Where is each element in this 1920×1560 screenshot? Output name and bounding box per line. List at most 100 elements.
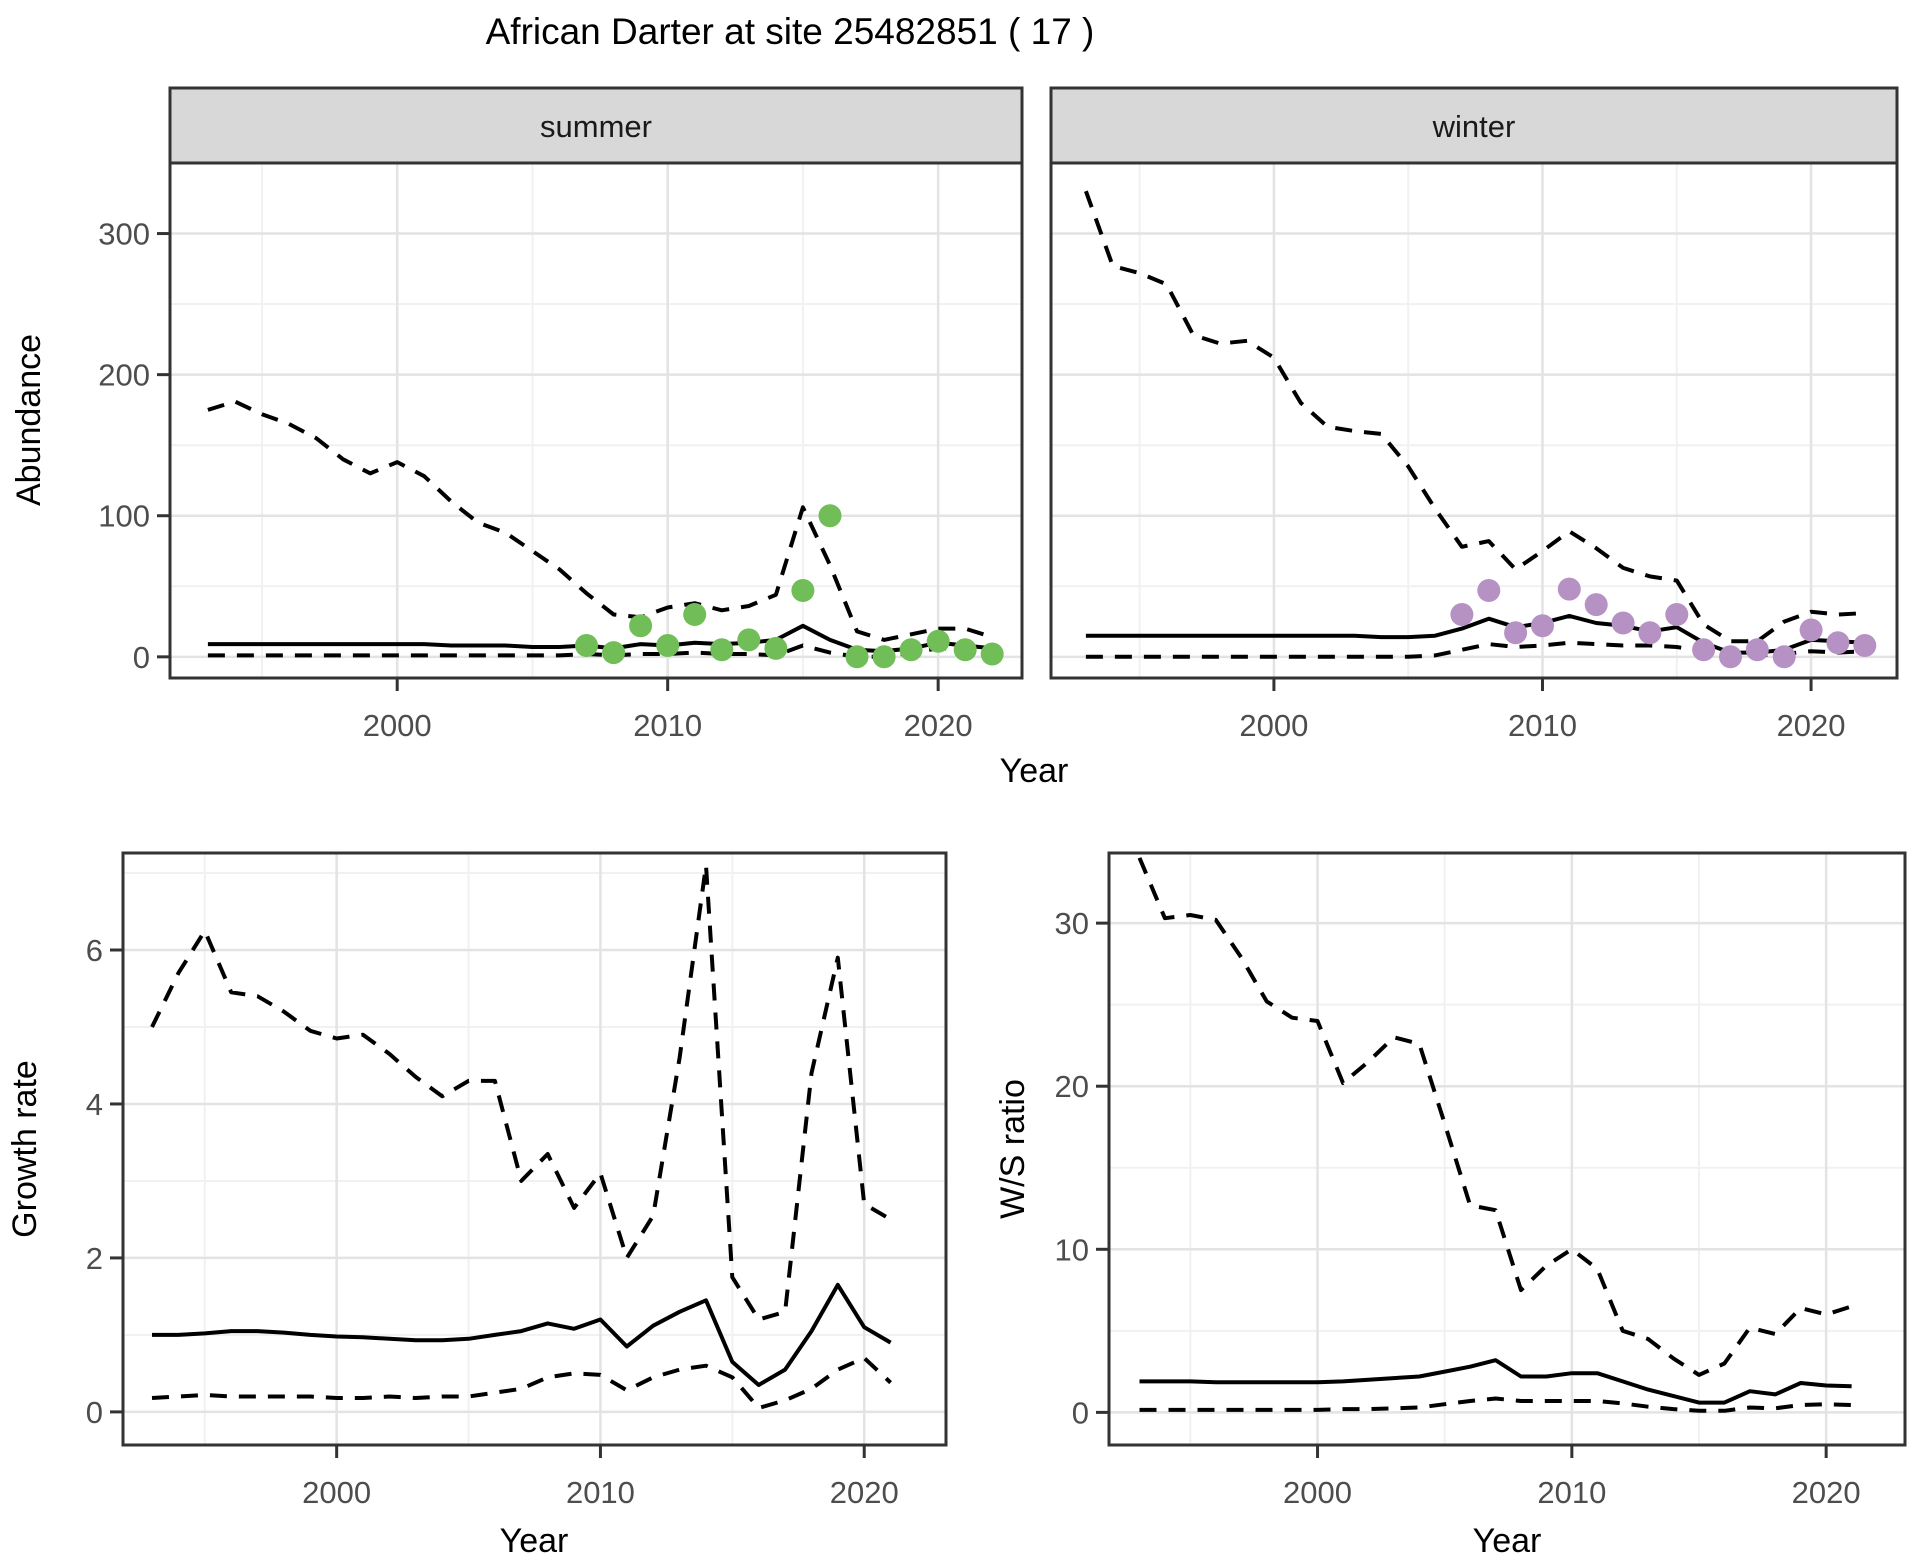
y-tick-label: 0 bbox=[86, 1395, 103, 1430]
observed-point bbox=[872, 645, 896, 669]
chart-text-layer: African Darter at site 25482851 ( 17 ) s… bbox=[6, 11, 1541, 1560]
observed-point bbox=[845, 645, 869, 669]
observed-point bbox=[683, 603, 707, 626]
grid-major bbox=[1109, 853, 1905, 1445]
panel-border bbox=[121, 851, 948, 1447]
x-tick-label: 2010 bbox=[566, 1475, 635, 1510]
abundance-summer-observed-counts bbox=[575, 504, 1004, 669]
observed-point bbox=[1638, 621, 1662, 645]
observed-point bbox=[629, 614, 653, 638]
ws-ratio-panel: 2000 2010 2020 0 10 20 30 bbox=[1055, 851, 1907, 1510]
abundance-winter-observed-counts bbox=[1450, 577, 1877, 669]
grid-minor bbox=[170, 163, 1022, 678]
y-tick-label: 100 bbox=[98, 499, 150, 534]
observed-point bbox=[1665, 603, 1689, 626]
axis-ticks: 2000 2010 2020 0 100 200 300 bbox=[98, 217, 972, 743]
observed-point bbox=[737, 628, 761, 652]
observed-point bbox=[1557, 577, 1581, 601]
observed-point bbox=[1692, 638, 1716, 662]
abundance-winter-panel: 2000 2010 2020 bbox=[1049, 86, 1899, 743]
observed-point bbox=[818, 504, 842, 528]
panel-background bbox=[123, 853, 946, 1445]
observed-point bbox=[791, 579, 815, 602]
observed-point bbox=[899, 638, 923, 662]
x-tick-label: 2020 bbox=[830, 1475, 899, 1510]
observed-point bbox=[1772, 645, 1796, 669]
observed-point bbox=[1450, 603, 1474, 626]
x-tick-label: 2000 bbox=[1283, 1475, 1352, 1510]
x-tick-label: 2000 bbox=[302, 1475, 371, 1510]
x-tick-label: 2000 bbox=[1239, 708, 1308, 743]
observed-point bbox=[575, 634, 598, 657]
axis-ticks: 2000 2010 2020 0 2 4 6 bbox=[86, 933, 899, 1510]
panel-background bbox=[1109, 853, 1905, 1445]
y-tick-label: 4 bbox=[86, 1087, 103, 1122]
facet-strip-label-winter: winter bbox=[1432, 109, 1516, 144]
y-axis-title-ws: W/S ratio bbox=[994, 1079, 1032, 1219]
abundance-summer-lower-credible-interval-line bbox=[207, 643, 993, 659]
x-tick-label: 2000 bbox=[363, 708, 432, 743]
x-tick-label: 2020 bbox=[1777, 708, 1846, 743]
y-tick-label: 10 bbox=[1055, 1232, 1089, 1267]
panel-background bbox=[1051, 163, 1897, 678]
y-tick-label: 20 bbox=[1055, 1069, 1089, 1104]
observed-point bbox=[926, 629, 950, 653]
ws-ratio-model-mean-line bbox=[1139, 1358, 1852, 1405]
grid-major bbox=[123, 853, 946, 1445]
y-tick-label: 30 bbox=[1055, 906, 1089, 941]
y-tick-label: 200 bbox=[98, 358, 150, 393]
observed-point bbox=[1477, 579, 1501, 602]
observed-point bbox=[953, 638, 977, 662]
growth-rate-lower-credible-interval-line bbox=[151, 1356, 892, 1410]
observed-point bbox=[1853, 634, 1877, 657]
observed-point bbox=[1826, 631, 1850, 655]
x-tick-label: 2020 bbox=[904, 708, 973, 743]
ws-ratio-upper-credible-interval-line bbox=[1137, 857, 1853, 1377]
observed-point bbox=[710, 638, 734, 662]
observed-point bbox=[1799, 618, 1823, 642]
grid-minor bbox=[1109, 853, 1905, 1445]
facet-strip-label-summer: summer bbox=[540, 109, 652, 144]
facet-strip-summer bbox=[168, 86, 1024, 165]
y-tick-label: 0 bbox=[1072, 1395, 1089, 1430]
y-tick-label: 0 bbox=[133, 640, 150, 675]
observed-point bbox=[764, 636, 788, 660]
y-tick-label: 6 bbox=[86, 933, 103, 968]
x-tick-label: 2010 bbox=[633, 708, 702, 743]
y-axis-title-abundance: Abundance bbox=[10, 334, 48, 506]
axis-ticks: 2000 2010 2020 0 10 20 30 bbox=[1055, 906, 1861, 1510]
grid-minor bbox=[1051, 163, 1897, 678]
y-tick-label: 300 bbox=[98, 217, 150, 252]
x-tick-label: 2020 bbox=[1792, 1475, 1861, 1510]
ws-ratio-lower-credible-interval-line bbox=[1139, 1396, 1852, 1413]
x-axis-title-growth: Year bbox=[500, 1522, 569, 1560]
growth-rate-upper-credible-interval-line bbox=[150, 863, 892, 1322]
observed-point bbox=[1611, 611, 1635, 635]
abundance-summer-panel: 2000 2010 2020 0 100 200 300 bbox=[98, 86, 1024, 743]
observed-point bbox=[602, 641, 626, 665]
x-axis-title-abundance-row: Year bbox=[1000, 752, 1069, 790]
x-tick-label: 2010 bbox=[1508, 708, 1577, 743]
abundance-winter-upper-credible-interval-line bbox=[1084, 190, 1865, 644]
panel-background bbox=[170, 163, 1022, 678]
observed-point bbox=[1719, 645, 1742, 669]
observed-point bbox=[980, 642, 1004, 666]
y-axis-title-growth: Growth rate bbox=[6, 1060, 44, 1238]
abundance-summer-upper-credible-interval-line bbox=[207, 399, 993, 642]
growth-rate-panel: 2000 2010 2020 0 2 4 6 bbox=[86, 851, 948, 1510]
facet-strip-winter bbox=[1049, 86, 1899, 165]
observed-point bbox=[1504, 621, 1528, 645]
x-tick-label: 2010 bbox=[1537, 1475, 1606, 1510]
observed-point bbox=[1531, 614, 1554, 638]
x-axis-title-ws: Year bbox=[1473, 1522, 1542, 1560]
growth-rate-model-mean-line bbox=[152, 1282, 892, 1387]
y-tick-label: 2 bbox=[86, 1241, 103, 1276]
panel-border bbox=[1107, 851, 1907, 1447]
axis-ticks: 2000 2010 2020 bbox=[1239, 678, 1846, 743]
chart-title: African Darter at site 25482851 ( 17 ) bbox=[486, 11, 1095, 52]
observed-point bbox=[1584, 593, 1608, 617]
observed-point bbox=[656, 634, 680, 657]
